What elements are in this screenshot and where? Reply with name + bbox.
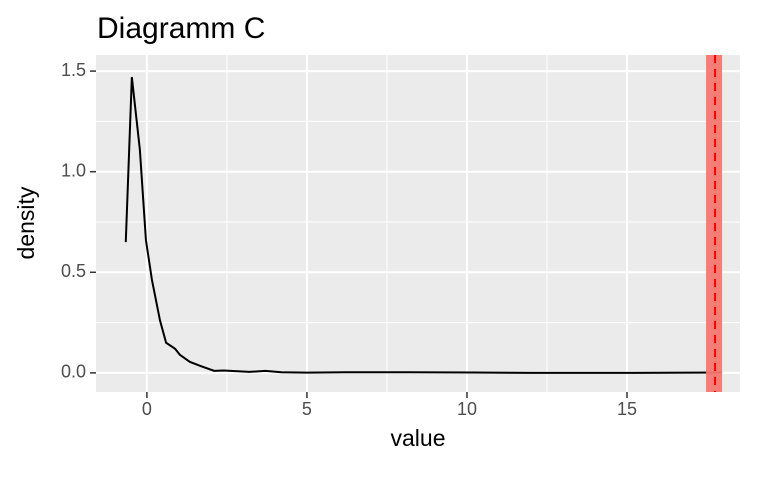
panel — [96, 55, 740, 392]
y-tick-label: 1.0 — [61, 160, 86, 180]
x-tick-label: 15 — [617, 399, 637, 419]
y-tick-label: 0.5 — [61, 261, 86, 281]
x-axis-label: value — [391, 425, 446, 451]
chart-title: Diagramm C — [97, 12, 265, 45]
y-axis-label: density — [13, 186, 39, 259]
x-tick-label: 10 — [457, 399, 477, 419]
x-tick-label: 0 — [142, 399, 152, 419]
density-line — [124, 77, 723, 374]
y-tick-label: 0.0 — [61, 362, 86, 382]
y-tick-label: 1.5 — [61, 60, 86, 80]
x-tick-label: 5 — [302, 399, 312, 419]
